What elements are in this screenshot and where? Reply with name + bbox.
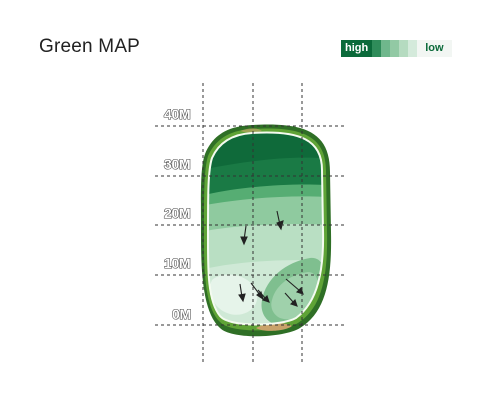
distance-mark-0m: 0M [172, 306, 191, 322]
page-title: Green MAP [39, 36, 141, 57]
legend-low-label: low [417, 40, 452, 57]
legend-high-label: high [341, 40, 373, 57]
slope-arrow [240, 225, 248, 246]
distance-mark-10m: 10M [164, 255, 190, 271]
legend-swatch [390, 40, 400, 57]
putting-surface [207, 132, 324, 325]
distance-mark-30m: 30M [164, 156, 190, 172]
legend-swatch [399, 40, 409, 57]
legend-swatch [381, 40, 391, 57]
slope-legend: high low [341, 40, 452, 57]
green-edge [206, 131, 325, 326]
distance-mark-20m: 20M [164, 205, 190, 221]
distance-mark-40m: 40M [164, 106, 190, 122]
slope-arrow [238, 283, 246, 303]
legend-swatch [408, 40, 418, 57]
slope-arrow [284, 292, 298, 307]
slope-arrows [238, 210, 304, 307]
distance-grid [155, 83, 345, 362]
fringe-top-patch [240, 128, 262, 133]
slope-arrow [257, 289, 270, 303]
legend-swatch [372, 40, 382, 57]
